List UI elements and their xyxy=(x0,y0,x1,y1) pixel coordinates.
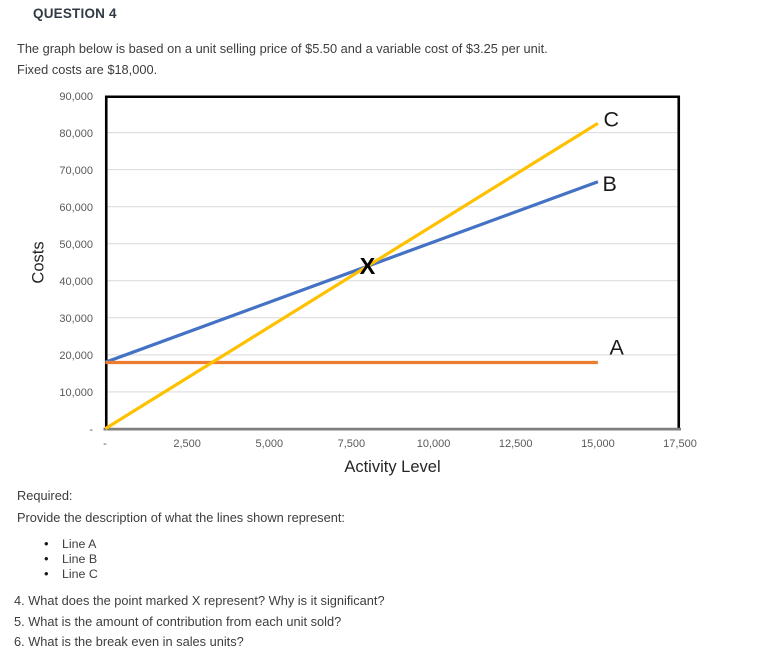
x-tick: 7,500 xyxy=(338,438,366,450)
x-tick: 5,000 xyxy=(256,438,284,450)
x-tick: - xyxy=(103,438,107,450)
y-axis-title: Costs xyxy=(30,241,48,283)
list-item-line-b: Line B xyxy=(44,552,98,567)
question-title: QUESTION 4 xyxy=(33,6,117,21)
numbered-questions: 4. What does the point marked X represen… xyxy=(14,591,385,653)
question-6: 6. What is the break even in sales units… xyxy=(14,634,244,649)
intro-line-1: The graph below is based on a unit selli… xyxy=(17,41,548,56)
x-tick: 2,500 xyxy=(173,438,201,450)
x-tick: 17,500 xyxy=(663,438,697,450)
intro-line-2: Fixed costs are $18,000. xyxy=(17,62,158,77)
question-4: 4. What does the point marked X represen… xyxy=(14,593,385,608)
y-tick: 10,000 xyxy=(59,387,93,399)
y-tick: 20,000 xyxy=(59,350,93,362)
list-item-line-a: Line A xyxy=(44,537,98,552)
question-5: 5. What is the amount of contribution fr… xyxy=(14,613,342,629)
line-c-revenue xyxy=(104,121,599,430)
y-tick: 70,000 xyxy=(59,165,93,177)
break-even-x-marker: X xyxy=(360,253,376,279)
break-even-chart: X C B A 90,000 80,000 70,000 60,000 50,0… xyxy=(0,85,776,485)
list-item-line-c: Line C xyxy=(44,567,98,582)
y-tick: 60,000 xyxy=(59,202,93,214)
line-b-total-cost xyxy=(104,180,599,364)
y-tick: 50,000 xyxy=(59,239,93,251)
label-line-c: C xyxy=(604,108,620,132)
y-tick: 40,000 xyxy=(59,276,93,288)
y-tick: 30,000 xyxy=(59,313,93,325)
instruction-text: Provide the description of what the line… xyxy=(17,510,345,525)
x-axis-title: Activity Level xyxy=(344,458,440,476)
x-tick: 10,000 xyxy=(417,438,451,450)
required-label: Required: xyxy=(17,488,73,503)
x-tick: 15,000 xyxy=(581,438,615,450)
x-tick: 12,500 xyxy=(499,438,533,450)
y-tick: 90,000 xyxy=(59,91,93,103)
break-even-chart-svg: X C B A 90,000 80,000 70,000 60,000 50,0… xyxy=(30,91,697,476)
label-line-b: B xyxy=(603,172,617,196)
y-tick: 80,000 xyxy=(59,128,93,140)
line-bullet-list: Line A Line B Line C xyxy=(44,537,98,582)
label-line-a: A xyxy=(610,336,625,360)
gridlines xyxy=(107,132,678,393)
x-axis-ticks: - 2,500 5,000 7,500 10,000 12,500 15,000… xyxy=(103,438,697,450)
y-tick: - xyxy=(89,424,93,436)
plot-border xyxy=(104,95,681,429)
y-axis-ticks: 90,000 80,000 70,000 60,000 50,000 40,00… xyxy=(59,91,93,436)
